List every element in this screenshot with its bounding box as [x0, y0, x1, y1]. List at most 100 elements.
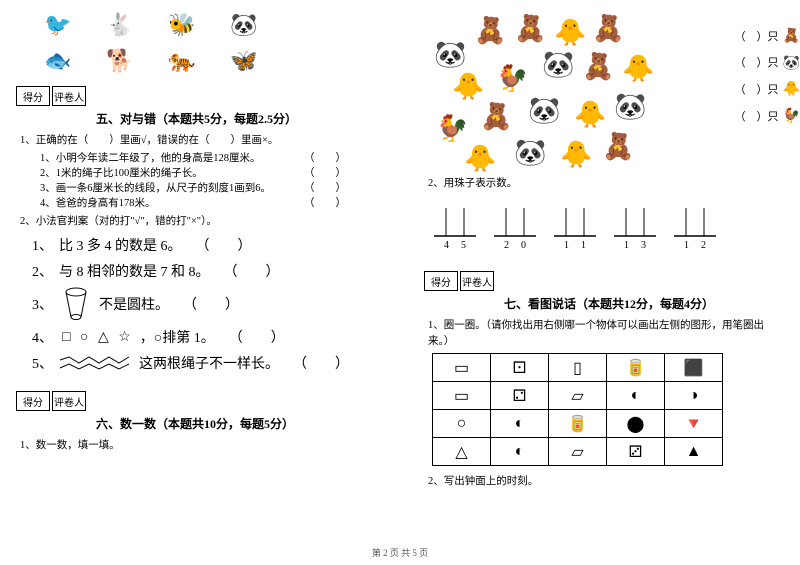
q6-1: 1、数一数，填一填。 [20, 438, 376, 454]
count-answer-lines: （ ）只🧸（ ）只🐼（ ）只🐥（ ）只🐓 [735, 24, 800, 130]
mini-icon: 🧸 [783, 24, 800, 51]
score-block-7: 得分 评卷人 [424, 271, 784, 291]
left-column: 🐦 🐇 🐝 🐼 🐟 🐕 🐅 🦋 得分 评卷人 五、对与错（本题共5分，每题2.5… [0, 0, 400, 565]
q1-intro: 1、正确的在（ ）里画√，错误的在（ ）里画×。 [20, 133, 376, 149]
tiger-icon: 🐅 [160, 46, 204, 76]
critter-icon: 🐓 [496, 64, 528, 94]
shape-cell: ◐ [491, 438, 549, 466]
cylinder-icon [63, 287, 89, 321]
critter-icon: 🐥 [574, 100, 606, 130]
shape-matching-table: ▭⚀▯🥫⬛▭⚁▱◐◑○◐🥫⬤🔻△◐▱⚂▲ [432, 353, 723, 466]
shape-cell: 🥫 [607, 354, 665, 382]
critter-icon: 🧸 [480, 102, 512, 132]
abacus-frame: 12 [672, 202, 718, 251]
grader-cell: 评卷人 [52, 391, 86, 411]
shape-cell: ○ [433, 410, 491, 438]
q-beads: 2、用珠子表示数。 [428, 176, 784, 192]
shape-cell: ◑ [665, 382, 723, 410]
count-line: （ ）只🐓 [735, 104, 800, 131]
shape-cell: ⬛ [665, 354, 723, 382]
shape-sequence: □ ○ △ ☆ [59, 329, 134, 346]
bee-icon: 🐝 [160, 10, 204, 40]
critter-icon: 🧸 [474, 16, 506, 46]
count-line: （ ）只🧸 [735, 24, 800, 51]
square-icon: □ [62, 330, 70, 345]
shape-cell: ⚁ [491, 382, 549, 410]
shape-cell: △ [433, 438, 491, 466]
q2-intro: 2、小法官判案（对的打"√"，错的打"×"）。 [20, 214, 376, 230]
abacus-frame: 11 [552, 202, 598, 251]
shape-cell: ▱ [549, 382, 607, 410]
critter-icon: 🐼 [542, 50, 574, 80]
abacus-frame: 45 [432, 202, 478, 251]
abacus-frame: 13 [612, 202, 658, 251]
q7-2: 2、写出钟面上的时刻。 [428, 474, 784, 490]
judge-item-5: 5、 这两根绳子不一样长。（ ） [16, 353, 376, 373]
critter-icon: 🐥 [622, 54, 654, 84]
right-column: 🐼🧸🧸🐥🧸🐥🐓🐼🧸🐥🐓🧸🐼🐥🐼🐥🐼🐥🧸 （ ）只🧸（ ）只🐼（ ）只🐥（ ）只🐓… [400, 0, 800, 565]
count-line: （ ）只🐥 [735, 77, 800, 104]
shape-cell: 🔻 [665, 410, 723, 438]
mini-icon: 🐓 [783, 104, 800, 131]
mini-icon: 🐥 [783, 77, 800, 104]
judge-list: 1、比 3 多 4 的数是 6。（ ） 2、与 8 相邻的数是 7 和 8。（ … [16, 235, 376, 373]
triangle-icon: △ [98, 330, 109, 345]
critter-icon: 🐥 [452, 72, 484, 102]
butterfly-icon: 🦋 [222, 46, 266, 76]
critter-icon: 🧸 [602, 132, 634, 162]
counting-image: 🐼🧸🧸🐥🧸🐥🐓🐼🧸🐥🐓🧸🐼🐥🐼🐥🐼🐥🧸 [424, 10, 704, 170]
critter-icon: 🐥 [464, 144, 496, 174]
shape-cell: ◐ [491, 410, 549, 438]
score-cell: 得分 [16, 86, 50, 106]
shape-cell: 🥫 [549, 410, 607, 438]
critter-icon: 🐼 [434, 40, 466, 70]
shape-cell: ⬤ [607, 410, 665, 438]
abacus-frame: 20 [492, 202, 538, 251]
page-footer: 第 2 页 共 5 页 [0, 546, 800, 559]
critter-icon: 🐼 [614, 92, 646, 122]
wavy-lines-icon [59, 356, 133, 370]
critter-icon: 🐥 [554, 18, 586, 48]
score-block-5: 得分 评卷人 [16, 86, 376, 106]
section-6-title: 六、数一数（本题共10分，每题5分） [16, 415, 376, 432]
rabbit-icon: 🐇 [98, 10, 142, 40]
critter-icon: 🐥 [560, 140, 592, 170]
bird-icon: 🐦 [36, 10, 80, 40]
critter-icon: 🧸 [592, 14, 624, 44]
judge-item-4: 4、 □ ○ △ ☆ ，○排第 1。（ ） [16, 327, 376, 347]
shape-cell: ▯ [549, 354, 607, 382]
score-cell: 得分 [424, 271, 458, 291]
judge-item-2: 2、与 8 相邻的数是 7 和 8。（ ） [16, 261, 376, 281]
judge-item-1: 1、比 3 多 4 的数是 6。（ ） [16, 235, 376, 255]
q1-item-4: 4、爸爸的身高有178米。（ ） [40, 196, 376, 211]
critter-icon: 🐼 [528, 96, 560, 126]
shape-cell: ⚂ [607, 438, 665, 466]
q1-item-3: 3、画一条6厘米长的线段，从尺子的刻度1画到6。（ ） [40, 181, 376, 196]
shape-cell: ▲ [665, 438, 723, 466]
judge-item-3: 3、 不是圆柱。（ ） [16, 287, 376, 321]
star-icon: ☆ [118, 330, 131, 345]
q7-1: 1、圈一圈。（请你找出用右侧哪一个物体可以画出左侧的图形，用笔圈出来。） [428, 318, 784, 350]
circle-icon: ○ [80, 330, 88, 345]
grader-cell: 评卷人 [460, 271, 494, 291]
critter-icon: 🧸 [582, 52, 614, 82]
critter-icon: 🐓 [436, 114, 468, 144]
count-line: （ ）只🐼 [735, 51, 800, 78]
section-7-title: 七、看图说话（本题共12分，每题4分） [424, 295, 784, 312]
critter-icon: 🐼 [514, 138, 546, 168]
dog-icon: 🐕 [98, 46, 142, 76]
abacus-row: 45 20 11 13 12 [432, 202, 784, 251]
q1-item-2: 2、1米的绳子比100厘米的绳子长。（ ） [40, 166, 376, 181]
score-cell: 得分 [16, 391, 50, 411]
animal-row-1: 🐦 🐇 🐝 🐼 [16, 10, 376, 40]
shape-cell: ⚀ [491, 354, 549, 382]
mini-icon: 🐼 [783, 51, 800, 78]
critter-icon: 🧸 [514, 14, 546, 44]
section-5-title: 五、对与错（本题共5分，每题2.5分） [16, 110, 376, 127]
q1-item-1: 1、小明今年读二年级了，他的身高是128厘米。（ ） [40, 151, 376, 166]
panda-icon: 🐼 [222, 10, 266, 40]
shape-cell: ▭ [433, 354, 491, 382]
shape-cell: ▭ [433, 382, 491, 410]
animal-row-2: 🐟 🐕 🐅 🦋 [16, 46, 376, 76]
score-block-6: 得分 评卷人 [16, 391, 376, 411]
